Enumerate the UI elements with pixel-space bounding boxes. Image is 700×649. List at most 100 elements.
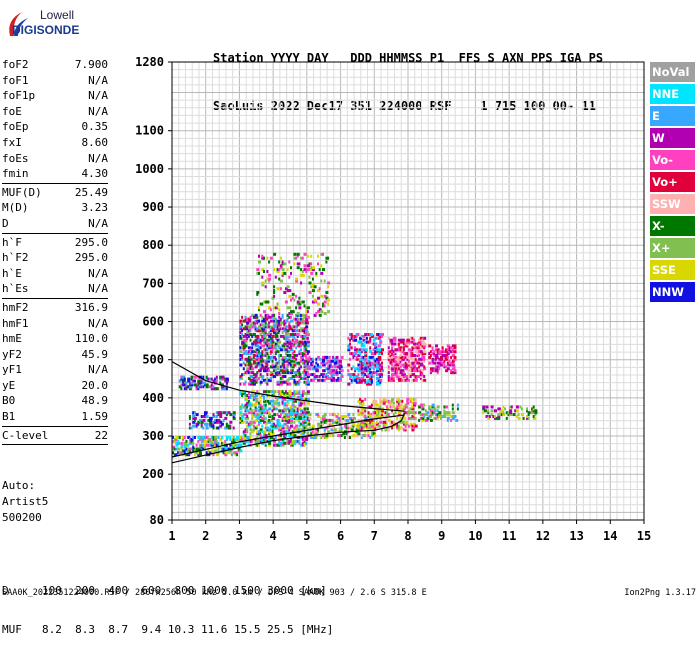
param-row-b0: B0 48.9 xyxy=(2,393,108,409)
echo-point xyxy=(188,416,191,420)
echo-point xyxy=(264,359,268,363)
echo-point xyxy=(199,418,202,422)
echo-point xyxy=(286,392,289,396)
echo-point xyxy=(295,413,299,417)
echo-point xyxy=(258,405,260,409)
echo-point xyxy=(293,434,297,438)
echo-point xyxy=(237,447,241,451)
param-label: B1 xyxy=(2,410,16,424)
echo-point xyxy=(431,352,435,356)
echo-point xyxy=(246,367,249,371)
echo-point xyxy=(387,336,390,340)
echo-point xyxy=(423,365,426,369)
echo-point xyxy=(247,331,250,335)
echo-point xyxy=(443,363,446,367)
echo-point xyxy=(322,359,325,363)
echo-point xyxy=(298,329,302,333)
echo-point xyxy=(219,437,223,441)
echo-point xyxy=(301,443,305,447)
echo-point xyxy=(441,348,444,352)
echo-point xyxy=(263,340,266,344)
echo-point xyxy=(300,359,304,363)
echo-point xyxy=(188,415,191,418)
echo-point xyxy=(343,418,347,422)
echo-point xyxy=(225,411,228,415)
echo-point xyxy=(445,411,448,415)
echo-point xyxy=(490,409,494,413)
echo-point xyxy=(271,296,275,300)
echo-point xyxy=(273,369,277,373)
echo-point xyxy=(268,355,271,359)
echo-point xyxy=(261,437,265,441)
echo-point xyxy=(251,390,255,394)
echo-point xyxy=(295,294,298,298)
echo-point xyxy=(347,418,350,422)
echo-point xyxy=(408,375,411,378)
echo-point xyxy=(370,426,374,430)
echo-point xyxy=(436,415,439,418)
echo-point xyxy=(254,399,257,403)
echo-point xyxy=(413,338,416,342)
echo-point xyxy=(291,329,294,333)
echo-point xyxy=(392,401,395,405)
echo-point xyxy=(271,416,275,420)
echo-point xyxy=(246,415,249,418)
echo-point xyxy=(532,416,536,420)
echo-point xyxy=(306,352,309,356)
echo-point xyxy=(268,334,272,338)
echo-point xyxy=(263,432,266,436)
echo-point xyxy=(392,373,396,377)
echo-point xyxy=(278,428,281,432)
echo-point xyxy=(295,313,299,317)
param-row-fxi: fxI 8.60 xyxy=(2,135,108,151)
param-label: h`F xyxy=(2,235,22,249)
echo-point xyxy=(325,291,329,294)
echo-point xyxy=(306,350,310,354)
echo-point xyxy=(276,365,280,369)
echo-point xyxy=(261,409,265,413)
echo-point xyxy=(239,375,243,378)
echo-point xyxy=(310,361,314,365)
echo-point xyxy=(192,420,196,424)
echo-point xyxy=(359,367,362,371)
echo-point xyxy=(284,426,287,430)
echo-point xyxy=(291,443,294,447)
echo-point xyxy=(247,317,250,321)
echo-region xyxy=(172,436,243,457)
echo-point xyxy=(256,352,260,356)
echo-point xyxy=(411,373,415,377)
echo-point xyxy=(419,344,423,348)
echo-point xyxy=(263,333,266,336)
echo-point xyxy=(295,321,299,325)
echo-point xyxy=(318,313,322,317)
echo-point xyxy=(359,378,363,382)
echo-point xyxy=(320,378,324,382)
echo-point xyxy=(298,413,302,417)
echo-point xyxy=(242,348,245,352)
echo-point xyxy=(338,371,341,375)
echo-point xyxy=(300,443,304,447)
echo-point xyxy=(286,382,290,386)
echo-point xyxy=(349,376,351,380)
echo-point xyxy=(507,411,511,415)
echo-point xyxy=(322,357,325,361)
echo-point xyxy=(357,373,360,377)
echo-point xyxy=(413,373,416,377)
echo-point xyxy=(303,327,307,331)
echo-point xyxy=(190,381,193,385)
echo-point xyxy=(219,411,223,415)
param-value: N/A xyxy=(88,151,108,165)
echo-point xyxy=(212,443,215,447)
echo-point xyxy=(402,348,405,352)
echo-point xyxy=(281,430,284,434)
echo-point xyxy=(269,355,273,359)
echo-point xyxy=(290,409,292,413)
echo-point xyxy=(365,369,368,373)
echo-point xyxy=(249,428,253,432)
echo-point xyxy=(431,367,435,371)
echo-point xyxy=(283,380,286,384)
echo-point xyxy=(310,271,314,275)
echo-point xyxy=(239,416,243,420)
echo-point xyxy=(173,437,177,441)
echo-point xyxy=(335,378,338,382)
